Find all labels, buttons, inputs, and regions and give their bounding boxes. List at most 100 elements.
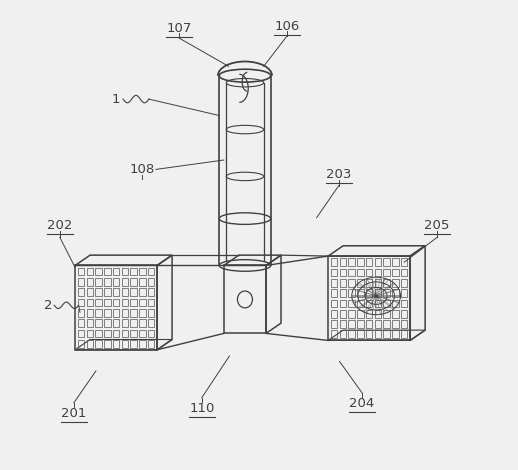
Bar — [383, 330, 390, 338]
Text: 1: 1 — [112, 93, 120, 106]
Bar — [113, 298, 119, 306]
Bar — [366, 279, 372, 287]
Bar — [130, 298, 137, 306]
Bar — [87, 309, 93, 317]
Bar — [78, 298, 84, 306]
Bar — [130, 340, 137, 348]
Text: 107: 107 — [167, 22, 192, 35]
Bar — [392, 330, 398, 338]
Bar — [122, 319, 128, 327]
Bar — [357, 258, 364, 266]
Bar — [113, 340, 119, 348]
Bar — [375, 269, 381, 276]
Bar — [78, 288, 84, 296]
Bar — [78, 268, 84, 275]
Bar — [122, 340, 128, 348]
Bar — [104, 329, 111, 337]
Bar — [95, 309, 102, 317]
Bar — [95, 340, 102, 348]
Bar — [357, 299, 364, 307]
Text: 106: 106 — [275, 20, 300, 33]
Bar — [366, 299, 372, 307]
Bar — [401, 289, 407, 297]
Bar — [139, 309, 146, 317]
Bar — [366, 330, 372, 338]
Bar — [122, 329, 128, 337]
Bar — [95, 268, 102, 275]
Bar — [383, 320, 390, 328]
Bar — [148, 278, 154, 286]
Bar — [383, 269, 390, 276]
Bar — [340, 320, 346, 328]
Bar — [95, 319, 102, 327]
Bar — [375, 258, 381, 266]
Bar — [392, 279, 398, 287]
Bar — [357, 269, 364, 276]
Bar — [130, 309, 137, 317]
Bar — [95, 278, 102, 286]
Bar — [375, 299, 381, 307]
Bar — [366, 258, 372, 266]
Bar — [331, 258, 338, 266]
Bar — [122, 288, 128, 296]
Bar — [340, 289, 346, 297]
Bar — [104, 288, 111, 296]
Bar — [139, 319, 146, 327]
Bar — [340, 258, 346, 266]
Bar — [366, 289, 372, 297]
Bar — [340, 330, 346, 338]
Bar — [401, 310, 407, 318]
Bar — [349, 269, 355, 276]
Bar — [383, 310, 390, 318]
Bar — [139, 278, 146, 286]
Bar — [87, 278, 93, 286]
Bar — [122, 309, 128, 317]
Text: 202: 202 — [47, 219, 73, 232]
Bar — [122, 298, 128, 306]
Bar — [375, 310, 381, 318]
Bar — [331, 279, 338, 287]
Bar — [87, 329, 93, 337]
Bar — [331, 320, 338, 328]
Bar — [331, 330, 338, 338]
Bar — [87, 298, 93, 306]
Bar — [349, 289, 355, 297]
Bar — [148, 319, 154, 327]
Bar — [130, 278, 137, 286]
Bar — [349, 310, 355, 318]
Bar — [78, 329, 84, 337]
Bar — [104, 268, 111, 275]
Bar — [130, 319, 137, 327]
Text: 201: 201 — [61, 407, 87, 420]
Bar — [331, 310, 338, 318]
Bar — [78, 319, 84, 327]
Bar — [122, 278, 128, 286]
Bar — [401, 330, 407, 338]
Bar — [122, 268, 128, 275]
Bar — [392, 320, 398, 328]
Bar — [383, 258, 390, 266]
Text: 2: 2 — [44, 299, 52, 312]
Text: 110: 110 — [189, 402, 214, 415]
Bar — [148, 329, 154, 337]
Bar — [95, 288, 102, 296]
Bar — [383, 299, 390, 307]
Bar — [95, 329, 102, 337]
Bar — [113, 278, 119, 286]
Bar — [375, 330, 381, 338]
Bar — [392, 299, 398, 307]
Bar — [148, 298, 154, 306]
Bar — [340, 299, 346, 307]
Bar — [340, 279, 346, 287]
Bar — [113, 319, 119, 327]
Bar — [375, 289, 381, 297]
Bar — [148, 268, 154, 275]
Bar — [401, 258, 407, 266]
Bar — [104, 278, 111, 286]
Text: 203: 203 — [326, 168, 351, 180]
Bar — [392, 310, 398, 318]
Bar — [340, 310, 346, 318]
Bar — [349, 299, 355, 307]
Bar — [349, 279, 355, 287]
Text: 204: 204 — [350, 397, 375, 410]
